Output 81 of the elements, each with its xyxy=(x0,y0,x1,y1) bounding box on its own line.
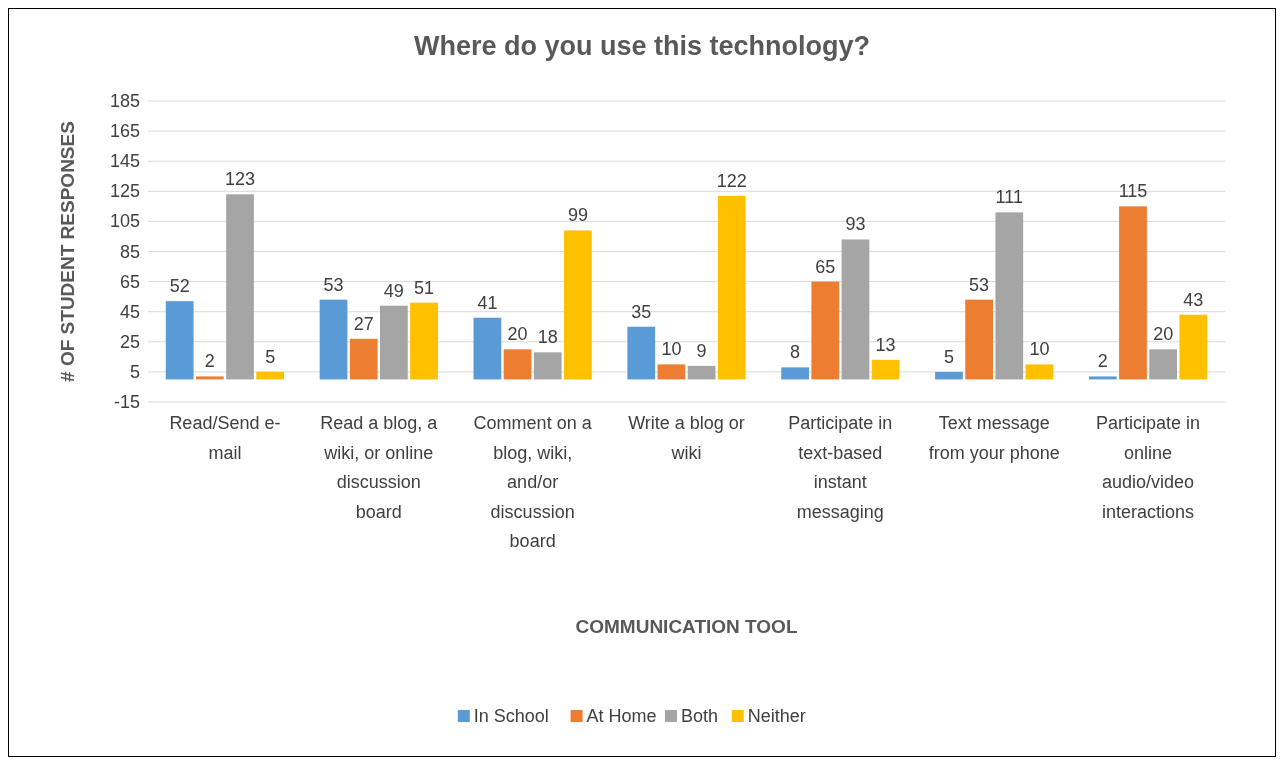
y-tick-label: 185 xyxy=(109,91,140,111)
data-label: 5 xyxy=(265,346,276,367)
data-label: 53 xyxy=(969,274,990,295)
data-label: 111 xyxy=(995,187,1023,208)
data-label: 2 xyxy=(1097,351,1108,372)
y-tick-label: -15 xyxy=(113,392,140,412)
legend-label: At Home xyxy=(586,706,657,726)
bar xyxy=(195,376,224,380)
bar xyxy=(1119,206,1147,380)
data-label: 65 xyxy=(815,256,836,277)
data-label: 18 xyxy=(537,327,558,348)
bar xyxy=(1179,314,1208,380)
data-label: 5 xyxy=(943,346,954,367)
bar xyxy=(226,194,254,380)
data-label: 49 xyxy=(383,280,404,301)
bar xyxy=(256,371,285,380)
y-tick-label: 85 xyxy=(119,241,140,262)
data-label: 35 xyxy=(631,301,652,322)
x-tick-label: Text message from your phone xyxy=(928,413,1060,463)
data-label: 27 xyxy=(353,313,374,334)
x-tick-label: Write a blog or wiki xyxy=(628,413,745,463)
data-label: 53 xyxy=(323,274,344,295)
y-tick-label: 145 xyxy=(109,151,140,172)
data-label: 122 xyxy=(716,170,747,191)
bar xyxy=(871,359,900,380)
bar xyxy=(349,338,378,380)
data-label: 2 xyxy=(204,351,215,372)
x-tick-label: Participate in online audio/video interactions xyxy=(1096,413,1201,522)
data-label: 9 xyxy=(696,340,707,361)
y-tick-label: 105 xyxy=(109,211,140,232)
bar xyxy=(1149,349,1178,380)
y-tick-label: 5 xyxy=(129,361,140,382)
bar xyxy=(379,305,408,380)
bar xyxy=(410,302,438,380)
x-tick-label: Read/Send e-mail xyxy=(169,413,281,463)
data-label: 8 xyxy=(790,342,801,363)
data-label: 52 xyxy=(169,276,190,297)
legend-label: In School xyxy=(473,706,549,726)
data-label: 10 xyxy=(661,339,682,360)
bar xyxy=(657,364,686,380)
y-tick-label: 25 xyxy=(119,331,140,352)
x-tick-label: Comment on a blog, wiki, and/or discussion board xyxy=(473,413,593,551)
bar xyxy=(503,349,532,380)
data-label: 99 xyxy=(567,205,588,226)
y-axis-title: # OF STUDENT RESPONSES xyxy=(57,121,78,382)
legend-label: Both xyxy=(681,706,719,726)
bar xyxy=(1088,376,1117,380)
data-label: 93 xyxy=(845,214,866,235)
x-axis-title: COMMUNICATION TOOL xyxy=(575,616,798,637)
chart-title: Where do you use this technology? xyxy=(413,31,871,61)
data-label: 13 xyxy=(875,334,896,355)
bar xyxy=(165,301,194,380)
bar xyxy=(319,299,348,380)
data-label: 20 xyxy=(507,324,528,345)
legend-label: Neither xyxy=(747,706,806,726)
bar xyxy=(717,195,746,380)
bar xyxy=(781,367,809,380)
bar xyxy=(473,317,502,380)
bar xyxy=(811,281,840,380)
bar xyxy=(687,365,716,380)
data-label: 20 xyxy=(1153,324,1174,345)
bar xyxy=(533,352,562,380)
data-label: 123 xyxy=(224,169,256,190)
bar xyxy=(995,212,1024,380)
bar xyxy=(965,299,994,380)
bar xyxy=(935,371,963,380)
y-tick-label: 165 xyxy=(109,121,140,142)
x-tick-label: Participate in text-based instant messaging xyxy=(788,413,893,522)
data-label: 10 xyxy=(1029,339,1050,360)
data-label: 51 xyxy=(414,277,435,298)
bar xyxy=(564,230,592,380)
y-tick-label: 65 xyxy=(119,271,140,292)
data-label: 115 xyxy=(1118,181,1148,202)
y-tick-label: 125 xyxy=(109,181,140,202)
bar xyxy=(1025,364,1054,380)
bar xyxy=(841,239,870,380)
bar xyxy=(627,326,656,380)
x-tick-label: Read a blog, a wiki, or online discussion board xyxy=(320,413,439,522)
data-label: 41 xyxy=(477,292,498,313)
data-label: 43 xyxy=(1183,289,1204,310)
y-tick-label: 45 xyxy=(119,301,140,322)
